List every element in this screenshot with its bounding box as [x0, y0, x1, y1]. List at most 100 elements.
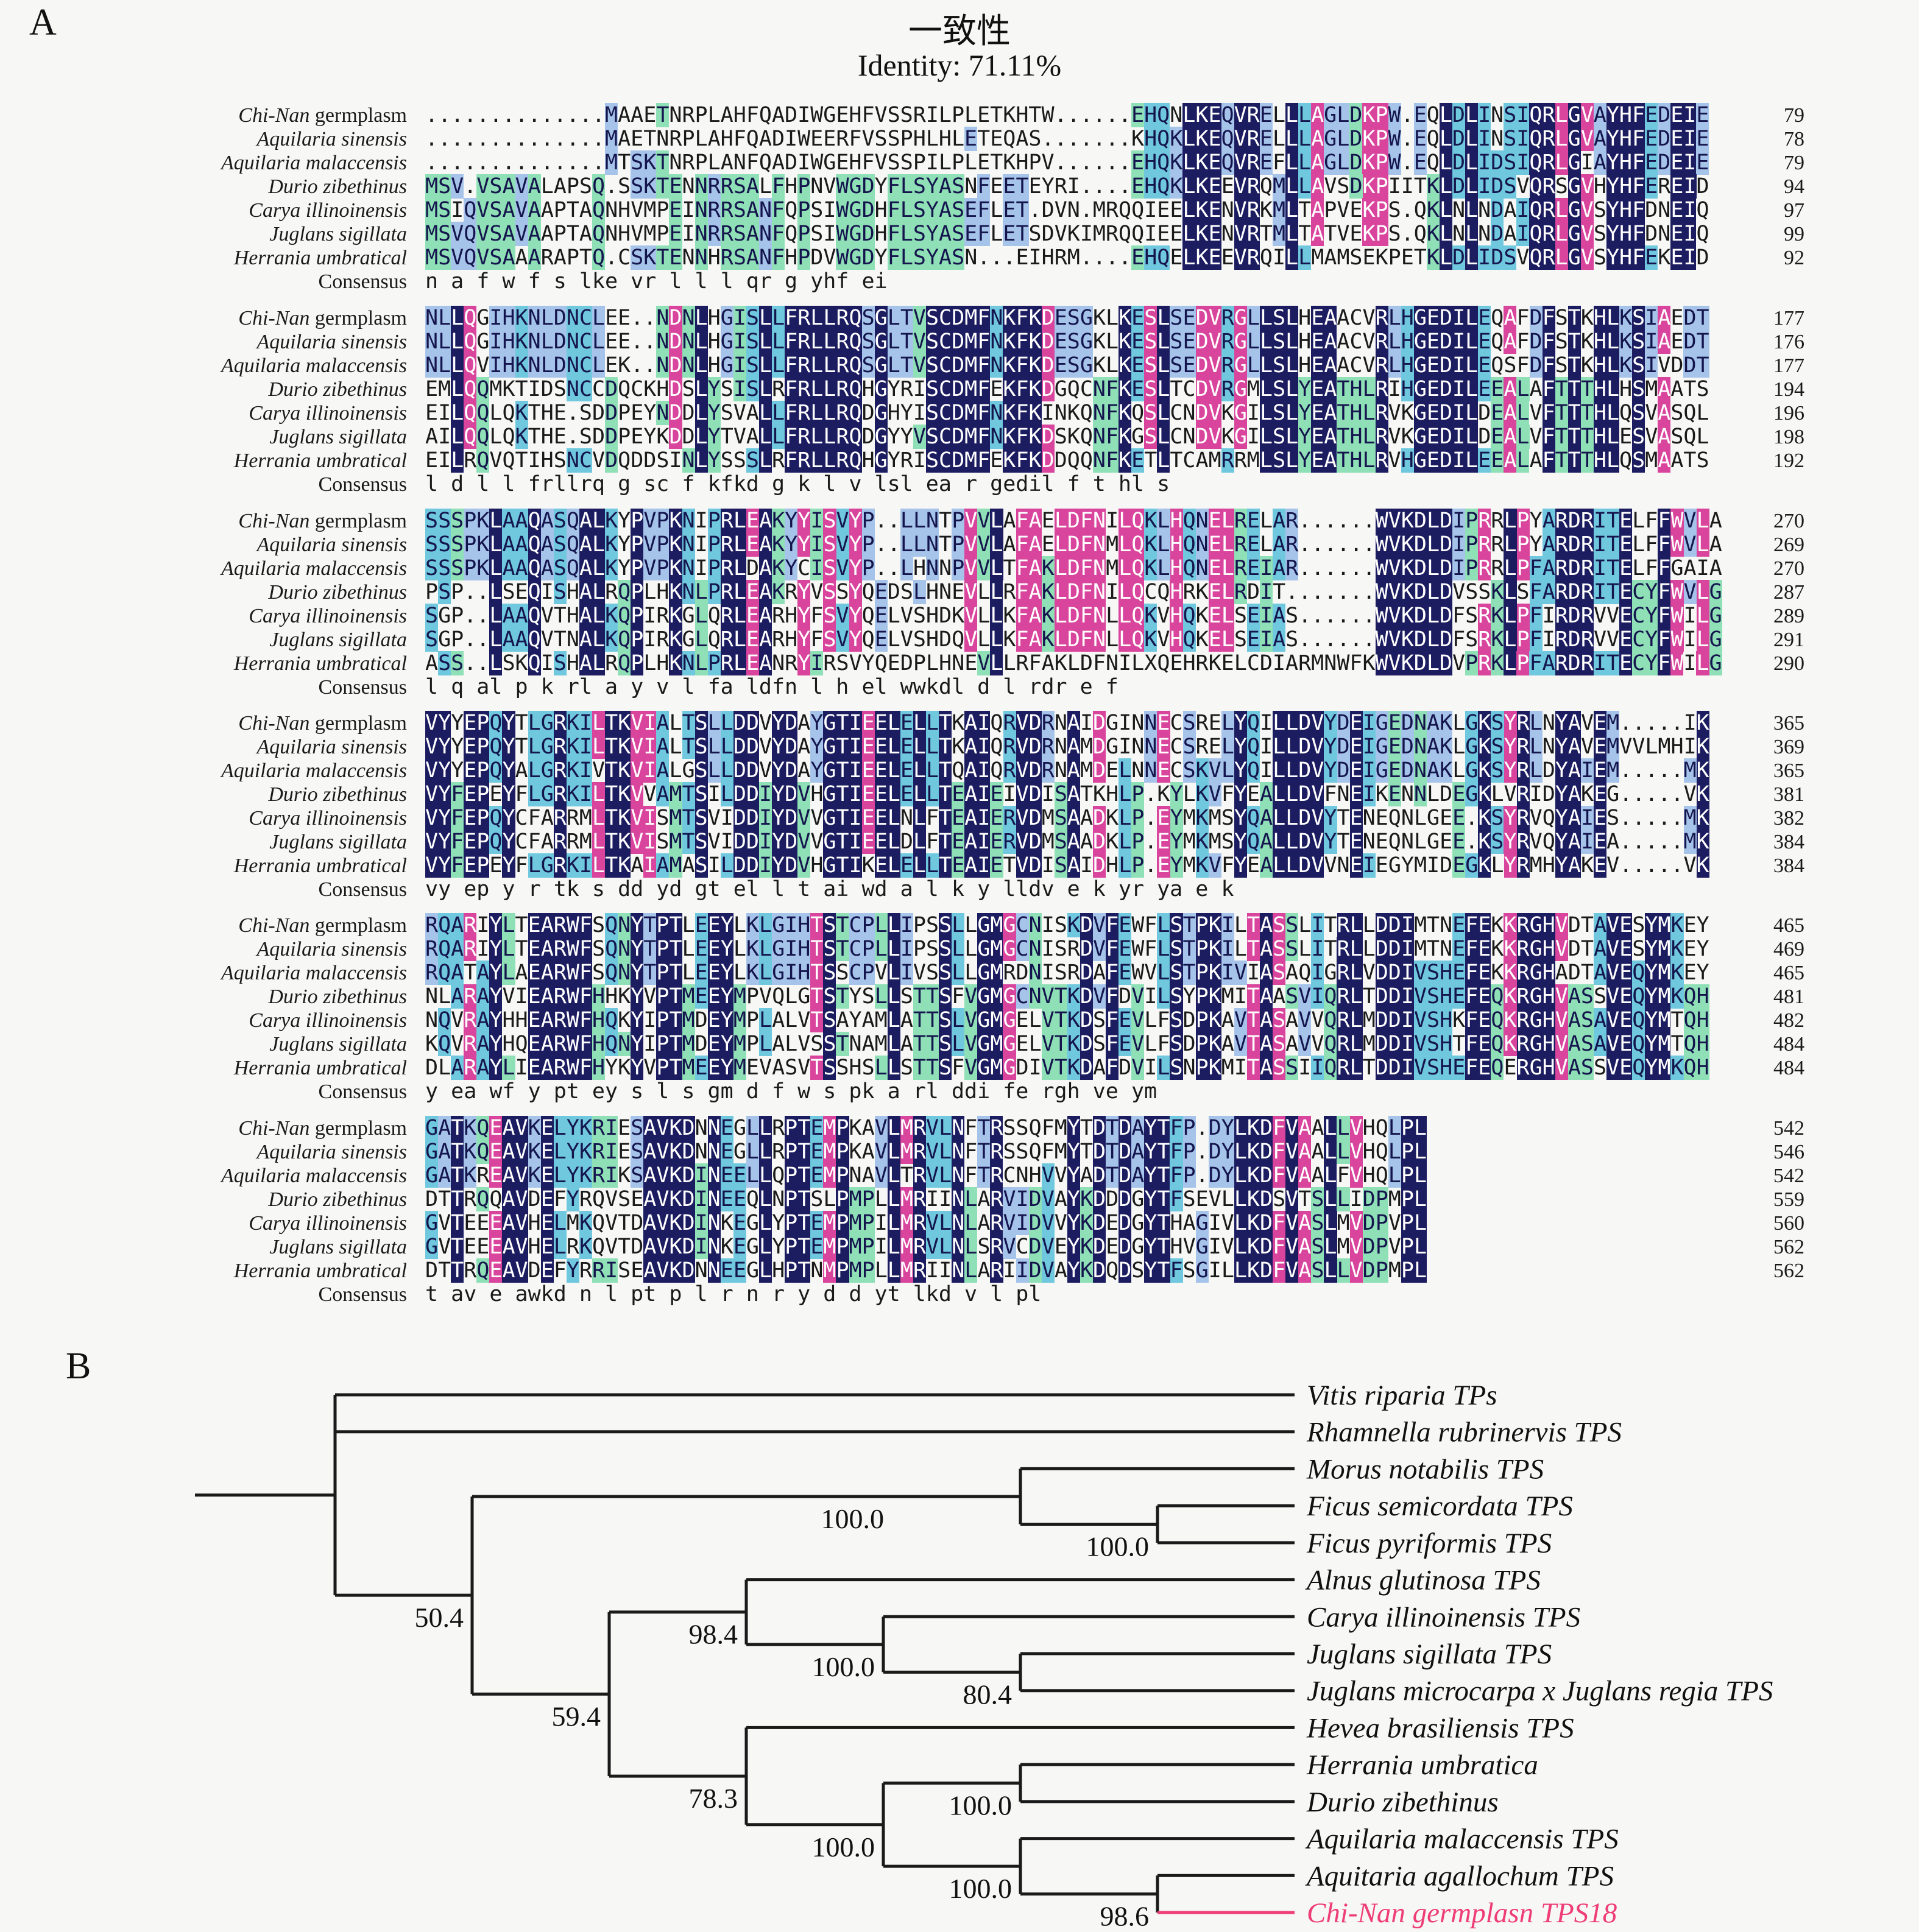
tree-leaf-label: Alnus glutinosa TPS	[1305, 1565, 1541, 1596]
sequence: EILRQVQTIHSNCVDQDDSINLYSSSLRFRLLRQHGYRIS…	[425, 448, 1709, 473]
alignment-block-6: Chi-Nan germplasm GATKQEAVKELYKRIESAVKDNN…	[0, 1116, 1919, 1306]
alignment-row: Chi-Nan germplasm RQARIYLTEARWFSQNYTPTLEE…	[0, 913, 1919, 937]
consensus-row: Consensus y ea wf y pt ey s l s gm d f w…	[0, 1080, 1919, 1104]
tree-leaf-label: Juglans microcarpa x Juglans regia TPS	[1307, 1676, 1773, 1707]
species-label: Aquilaria sinensis	[256, 1141, 407, 1163]
alignment-row: Carya illinoinensis SGP..LAAQVTHALKQPIRKG…	[0, 604, 1919, 628]
position-number: 92	[1784, 247, 1804, 269]
bootstrap-value: 80.4	[963, 1679, 1013, 1710]
position-number: 287	[1773, 581, 1804, 604]
species-label: Durio zibethinus	[268, 1188, 407, 1211]
alignment-row: Durio zibethinus PSP..LSEQISHALRQPLHKNLPR…	[0, 580, 1919, 604]
alignment-row: Herrania umbratical DLARAYLIEARWFHYKYVPTM…	[0, 1056, 1919, 1080]
bootstrap-value: 100.0	[1086, 1531, 1150, 1562]
position-number: 382	[1773, 807, 1804, 830]
alignment-row: Aquilaria malaccensis SSSPKLAAQASQALKYPVP…	[0, 556, 1919, 580]
consensus-row: Consensus t av e awkd n l pt p l r n r y…	[0, 1283, 1919, 1306]
species-label: Aquilaria malaccensis	[221, 152, 407, 174]
alignment-row: Durio zibethinus VYFEPEYFLGRKILTKVVAMTSIL…	[0, 782, 1919, 806]
species-label: Herrania umbratical	[233, 450, 407, 472]
position-number: 176	[1773, 331, 1804, 353]
alignment-row: Aquilaria malaccensis ..............MTSKT…	[0, 150, 1919, 175]
alignment-row: Chi-Nan germplasm SSSPKLAAQASQALKYPVPKNIP…	[0, 509, 1919, 533]
species-label: Aquilaria sinensis	[256, 736, 407, 758]
bootstrap-value: 100.0	[812, 1651, 875, 1682]
sequence: ASS..LSKQISHALRQPLHKNLPRLEANRYIRSVYQEDPL…	[425, 651, 1722, 675]
alignment-row: Durio zibethinus EMLQQMKTIDSNCCDQCKHDSLYS…	[0, 377, 1919, 401]
alignment-row: Carya illinoinensis MSIQVSAVAAPTAQNHVMPEI…	[0, 198, 1919, 222]
sequence: VYYEPQYTLGRKILTKVIALTSLLDDVYDAYGTIEELELL…	[425, 735, 1709, 759]
species-label: Chi-Nan germplasm	[238, 510, 407, 532]
tree-leaf-label: Juglans sigillata TPS	[1307, 1638, 1552, 1670]
sequence: GVTEEEAVHELMKQVTDAVKDINKEGLYPTEMPMPILMRV…	[425, 1211, 1427, 1235]
position-number: 177	[1773, 307, 1804, 330]
sequence: NLLQGIHKNLDNCLEE..NDNLHGISLLFRLLRQSGLTVS…	[425, 330, 1709, 354]
sequence: MSV.VSAVALAPSQ.SSKTENNRRSALFHPNVWGDYFLSY…	[425, 174, 1709, 199]
tree-leaf-label: Aquilaria malaccensis TPS	[1305, 1824, 1619, 1855]
tree-leaf-label: Durio zibethinus	[1306, 1786, 1499, 1818]
position-number: 381	[1773, 783, 1804, 806]
alignment-row: Juglans sigillata SGP..LAAQVTNALKQPIRKGLQ…	[0, 627, 1919, 652]
species-label: Chi-Nan germplasm	[238, 712, 407, 735]
sequence: VYFEPEYFLGRKILTKAIAMASILDDIYDVHGTIKELELL…	[425, 853, 1709, 878]
species-label: Juglans sigillata	[269, 831, 407, 853]
position-number: 369	[1773, 736, 1804, 758]
sequence: KQVRAYHQEARWFHQNYIPTMDEYMPLALVSSTNAMLATT…	[425, 1032, 1709, 1056]
position-number: 192	[1773, 450, 1804, 472]
alignment-row: Aquilaria malaccensis GATKREAVKELYKRIKSAV…	[0, 1163, 1919, 1188]
consensus-sequence: vy ep y r tk s dd yd gt el l t ai wd a l…	[425, 877, 1234, 901]
bootstrap-value: 100.0	[821, 1503, 885, 1534]
position-number: 365	[1773, 760, 1804, 782]
alignment-row: Herrania umbratical EILRQVQTIHSNCVDQDDSIN…	[0, 448, 1919, 473]
sequence: VYYEPQYTLGRKILTKVIALTSLLDDVYDAYGTIEELELL…	[425, 711, 1709, 735]
species-label: Carya illinoinensis	[249, 199, 407, 222]
position-number: 481	[1773, 985, 1804, 1008]
consensus-sequence: l q al p k rl a y v l fa ldfn l h el wwk…	[425, 675, 1119, 699]
alignment-block-2: Chi-Nan germplasm NLLQGIHKNLDNCLEE..NDNLH…	[0, 306, 1919, 496]
alignment-row: Aquilaria sinensis ..............MAETNRPL…	[0, 127, 1919, 151]
tree-leaf-label: Carya illinoinensis TPS	[1307, 1601, 1580, 1633]
sequence: GATKREAVKELYKRIKSAVKDINEELLQPTEMPNAVLTRV…	[425, 1163, 1427, 1188]
species-label: Carya illinoinensis	[249, 807, 407, 830]
sequence: GATKQEAVKELYKRIESAVKDNNEGLLRPTEMPKAVLMRV…	[425, 1116, 1427, 1140]
species-label: Aquilaria sinensis	[256, 331, 407, 353]
alignment-block-5: Chi-Nan germplasm RQARIYLTEARWFSQNYTPTLEE…	[0, 913, 1919, 1104]
sequence: VYFEPQYCFARRMLTKVISMTSVIDDIYDVVGTIEELNLF…	[425, 806, 1709, 830]
species-label: Herrania umbratical	[233, 855, 407, 877]
bootstrap-value: 98.4	[689, 1619, 738, 1650]
sequence: RQATAYLAEARWFSQNYTPTLEEYLKLGIHTSSCPVLIVS…	[425, 961, 1709, 985]
alignment-row: Juglans sigillata MSVQVSAVAAPTAQNHVMPEINR…	[0, 222, 1919, 246]
sequence: ..............MTSKTNRPLANFQADIWGEHFVSSPI…	[425, 150, 1709, 175]
alignment-row: Aquilaria sinensis RQARIYLTEARWFSQNYTPTLE…	[0, 937, 1919, 961]
alignment-row: Aquilaria sinensis GATKQEAVKELYKRIESAVKDN…	[0, 1140, 1919, 1164]
species-label: Carya illinoinensis	[249, 402, 407, 425]
alignment-row: Durio zibethinus NLARAYVIEARWFHHKYVPTMEEY…	[0, 984, 1919, 1009]
species-label: Juglans sigillata	[269, 223, 407, 245]
species-label: Durio zibethinus	[268, 175, 407, 198]
position-number: 94	[1784, 175, 1804, 198]
species-label: Carya illinoinensis	[249, 605, 407, 627]
bootstrap-value: 100.0	[812, 1832, 875, 1863]
alignment-row: Carya illinoinensis EILQQLQKTHE.SDDPEYNDD…	[0, 401, 1919, 425]
species-label: Consensus	[318, 1283, 407, 1306]
identity-title-chinese: 一致性	[908, 13, 1011, 51]
position-number: 559	[1773, 1188, 1804, 1211]
alignment-block-1: Chi-Nan germplasm ..............MAAETNRPL…	[0, 103, 1919, 294]
species-label: Durio zibethinus	[268, 985, 407, 1008]
position-number: 484	[1773, 1057, 1804, 1079]
position-number: 384	[1773, 831, 1804, 853]
position-number: 79	[1784, 104, 1804, 127]
tree-leaf-label: Aquitaria agallochum TPS	[1305, 1860, 1614, 1892]
alignment-row: Chi-Nan germplasm VYYEPQYTLGRKILTKVIALTSL…	[0, 711, 1919, 735]
species-label: Aquilaria malaccensis	[221, 962, 407, 984]
position-number: 542	[1773, 1117, 1804, 1140]
alignment-row: Aquilaria sinensis NLLQGIHKNLDNCLEE..NDNL…	[0, 330, 1919, 354]
tree-leaf-label: Morus notabilis TPS	[1306, 1453, 1544, 1485]
position-number: 484	[1773, 1033, 1804, 1056]
consensus-row: Consensus l q al p k rl a y v l fa ldfn …	[0, 675, 1919, 699]
position-number: 194	[1773, 378, 1804, 401]
tree-leaf-label: Ficus semicordata TPS	[1306, 1490, 1573, 1522]
position-number: 465	[1773, 914, 1804, 937]
alignment-row: Chi-Nan germplasm GATKQEAVKELYKRIESAVKDNN…	[0, 1116, 1919, 1140]
